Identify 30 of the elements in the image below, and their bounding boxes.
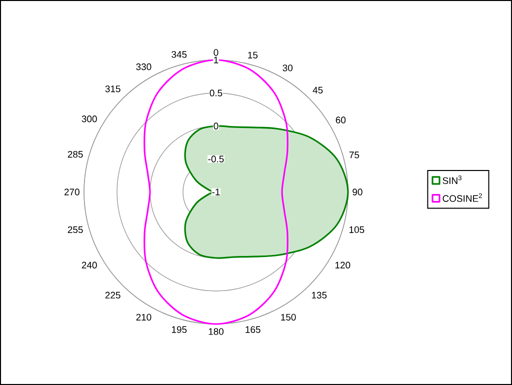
y-tick-label: -0.5 — [208, 156, 224, 162]
legend-label: SIN$^{3}$ — [442, 176, 462, 184]
spoke-label: 45 — [312, 86, 323, 94]
spoke-label: 135 — [312, 292, 327, 299]
spoke-label: 30 — [282, 64, 293, 72]
legend-label: COSINE$^{2}$ — [442, 193, 482, 202]
spoke-label: 150 — [281, 314, 296, 321]
spoke-label: 300 — [82, 116, 97, 122]
spoke-label: 195 — [172, 326, 187, 333]
spoke-label: 270 — [64, 188, 80, 196]
spoke-label: 120 — [335, 262, 350, 268]
y-tick-label: -1 — [212, 188, 220, 196]
spoke-label: 75 — [349, 152, 360, 158]
spoke-label: 60 — [336, 116, 346, 124]
y-tick-label: 1 — [214, 56, 218, 64]
y-tick-label: 0 — [214, 122, 218, 130]
spoke-label: 165 — [246, 326, 260, 333]
spoke-label: 210 — [136, 314, 152, 321]
spoke-label: 240 — [82, 262, 97, 268]
spoke-label: 15 — [248, 52, 258, 58]
spoke-label: 255 — [68, 226, 83, 234]
spoke-label: 330 — [136, 63, 152, 70]
spoke-label: 180 — [208, 328, 224, 335]
y-tick-label: 0.5 — [210, 90, 222, 96]
spoke-label: 90 — [352, 188, 362, 196]
spoke-label: 105 — [349, 226, 364, 234]
spoke-label: 285 — [68, 150, 83, 158]
spoke-label: 345 — [172, 51, 187, 58]
spoke-label: 225 — [105, 292, 120, 299]
spoke-label: 315 — [105, 85, 120, 92]
